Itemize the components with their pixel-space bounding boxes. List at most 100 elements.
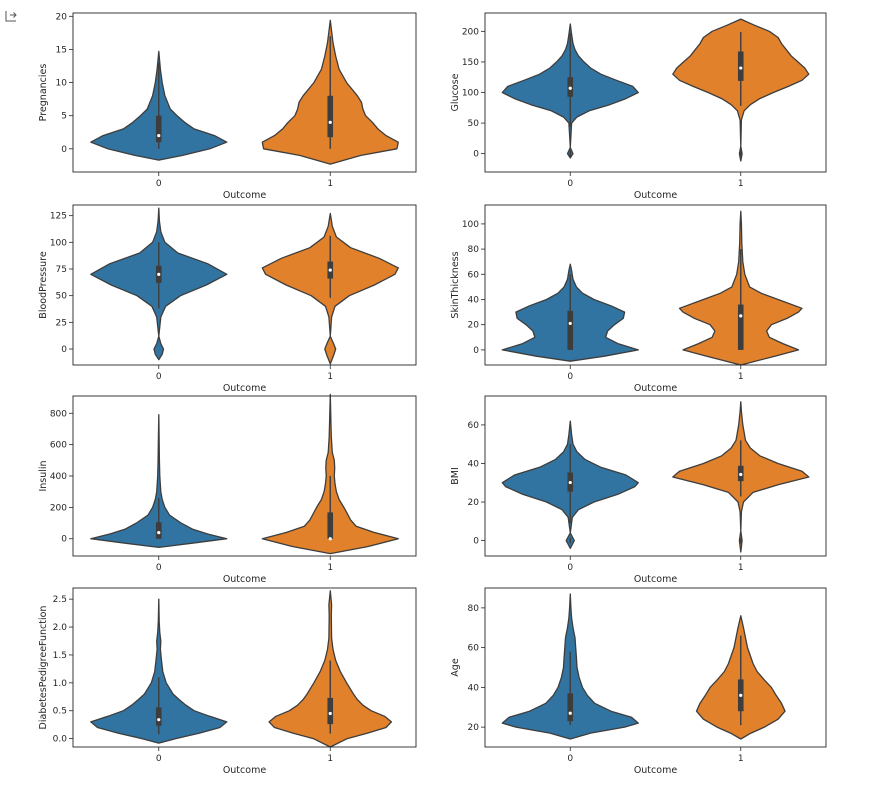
y-tick-label: 50 [56, 292, 68, 302]
y-tick-label: 50 [468, 119, 480, 129]
y-tick-label: 25 [56, 318, 67, 328]
violin-iqr-box-outcome-1 [327, 512, 334, 539]
y-tick-label: 200 [462, 27, 479, 37]
y-tick-label: 20 [56, 12, 68, 22]
y-tick-label: 5 [61, 112, 67, 122]
violin-iqr-box-outcome-1 [737, 304, 744, 350]
y-tick-label: 0 [61, 145, 67, 155]
x-tick-label: 0 [567, 754, 573, 764]
subplot-glucose: 0 50 100 150 200 0 1 Outcome Glucose [450, 12, 827, 201]
subplot-frame [484, 587, 827, 748]
violin-median-outcome-0 [157, 272, 161, 276]
y-tick-label: 20 [468, 723, 480, 733]
subplot-frame [484, 204, 827, 366]
subplot-diabetespedigreefunction: 0.0 0.5 1.0 1.5 2.0 2.5 0 1 Outcome DiabetesPedig… [38, 587, 417, 776]
x-axis-label: Outcome [223, 574, 267, 585]
subplot-bmi: 0 20 40 60 0 1 Outcome BMI [450, 395, 827, 585]
violin-median-outcome-1 [328, 120, 332, 124]
subplot-skinthickness: 0 20 40 60 80 100 0 1 Outcome SkinThickness [450, 204, 827, 394]
y-tick-label: 0 [473, 346, 479, 356]
y-axis-label: SkinThickness [450, 251, 461, 318]
y-tick-label: 0 [61, 345, 67, 355]
y-axis-label: BMI [450, 467, 461, 485]
violin-iqr-box-outcome-1 [327, 95, 334, 138]
violin-median-outcome-0 [568, 480, 572, 485]
violin-iqr-box-outcome-1 [327, 697, 334, 725]
x-tick-label: 1 [327, 179, 333, 189]
y-axis-label: Age [450, 658, 461, 677]
y-tick-label: 40 [468, 459, 480, 469]
y-tick-label: 60 [468, 270, 480, 280]
y-tick-label: 40 [468, 683, 480, 693]
y-tick-label: 0.5 [53, 707, 67, 717]
y-tick-label: 0.0 [53, 735, 68, 745]
subplot-pregnancies: 0 5 10 15 20 0 1 Outcome Pregnancies [38, 12, 417, 201]
violin-iqr-box-outcome-0 [567, 693, 574, 722]
x-axis-label: Outcome [223, 383, 267, 394]
violin-median-outcome-1 [739, 693, 743, 697]
y-tick-label: 20 [468, 321, 480, 331]
y-tick-label: 200 [50, 503, 67, 513]
y-tick-label: 100 [50, 238, 67, 248]
violin-median-outcome-1 [739, 314, 743, 318]
y-tick-label: 80 [468, 245, 480, 255]
x-axis-label: Outcome [634, 383, 678, 394]
y-tick-label: 0 [473, 537, 479, 547]
violin-median-outcome-0 [568, 86, 572, 90]
violin-median-outcome-1 [328, 537, 332, 541]
x-axis-label: Outcome [634, 574, 678, 585]
y-tick-label: 10 [56, 79, 68, 89]
x-tick-label: 0 [156, 754, 162, 764]
y-tick-label: 1.5 [53, 651, 67, 661]
x-axis-label: Outcome [634, 765, 678, 776]
violin-iqr-box-outcome-0 [155, 522, 162, 539]
violin-median-outcome-1 [739, 472, 743, 477]
x-tick-label: 0 [567, 372, 573, 382]
x-axis-label: Outcome [223, 765, 267, 776]
y-tick-label: 60 [468, 421, 480, 431]
x-tick-label: 0 [156, 372, 162, 382]
y-tick-label: 1.0 [53, 679, 68, 689]
y-tick-label: 125 [50, 212, 67, 222]
y-tick-label: 600 [50, 441, 67, 451]
y-tick-label: 75 [56, 265, 67, 275]
y-tick-label: 40 [468, 295, 480, 305]
y-axis-label: BloodPressure [38, 251, 49, 319]
violin-median-outcome-1 [328, 711, 332, 716]
x-tick-label: 1 [738, 754, 744, 764]
y-tick-label: 100 [462, 220, 479, 230]
x-tick-label: 0 [567, 563, 573, 573]
y-tick-label: 150 [462, 58, 479, 68]
y-tick-label: 800 [50, 409, 67, 419]
y-tick-label: 2.0 [53, 623, 68, 633]
y-tick-label: 0 [61, 535, 67, 545]
y-tick-label: 15 [56, 45, 67, 55]
x-tick-label: 1 [327, 754, 333, 764]
subplot-bloodpressure: 0 25 50 75 100 125 0 1 Outcome BloodPressure [38, 204, 417, 394]
violin-median-outcome-0 [157, 718, 161, 722]
y-tick-label: 80 [468, 604, 480, 614]
violin-body-outcome-0 [90, 598, 228, 744]
y-axis-label: Glucose [450, 73, 461, 111]
x-tick-label: 1 [738, 563, 744, 573]
y-tick-label: 60 [468, 644, 480, 654]
subplot-frame [72, 587, 417, 748]
violin-median-outcome-1 [739, 66, 743, 70]
violin-body-outcome-0 [90, 414, 228, 549]
x-tick-label: 1 [327, 563, 333, 573]
y-axis-label: Insulin [38, 460, 49, 491]
subplot-insulin: 0 200 400 600 800 0 1 Outcome Insulin [38, 393, 417, 585]
subplot-age: 20 40 60 80 0 1 Outcome Age [450, 587, 827, 776]
violin-median-outcome-0 [568, 711, 572, 715]
y-axis-label: DiabetesPedigreeFunction [38, 606, 49, 730]
violin-median-outcome-0 [568, 321, 572, 326]
subplot-frame [484, 395, 827, 557]
y-tick-label: 2.5 [53, 595, 67, 605]
y-tick-label: 0 [473, 150, 479, 160]
y-tick-label: 20 [468, 498, 480, 508]
y-axis-label: Pregnancies [38, 64, 49, 122]
x-tick-label: 0 [156, 563, 162, 573]
violin-iqr-box-outcome-0 [567, 310, 574, 350]
x-tick-label: 0 [567, 179, 573, 189]
